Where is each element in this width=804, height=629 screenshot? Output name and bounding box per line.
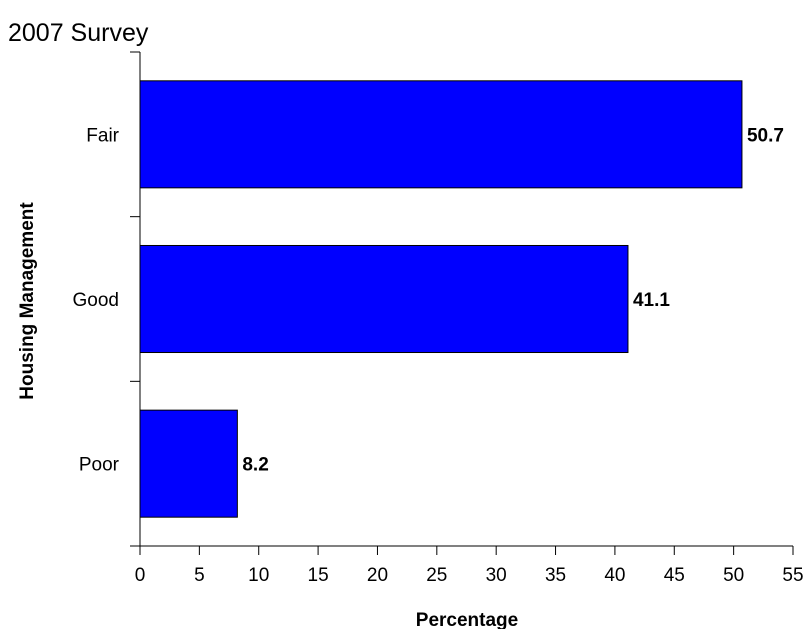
bar-poor (139, 409, 238, 518)
x-tick-label: 50 (723, 565, 744, 586)
y-axis-title: Housing Management (17, 202, 38, 400)
x-axis-title: Percentage (416, 610, 518, 629)
labels-layer: Fair 50.7 Good 41.1 Poor 8.2 0 5 10 15 20 25 30 35 40 4… (73, 125, 804, 586)
x-tick-label: 5 (194, 565, 205, 586)
chart-title: 2007 Survey (8, 19, 149, 47)
data-label-fair: 50.7 (747, 125, 784, 146)
y-tick-label-fair: Fair (86, 125, 119, 146)
bar-good (139, 244, 629, 354)
x-tick-label: 15 (308, 565, 329, 586)
x-tick-label: 40 (604, 565, 625, 586)
y-tick-label-good: Good (73, 290, 119, 311)
x-tick-label: 45 (664, 565, 685, 586)
x-tick-label: 30 (486, 565, 507, 586)
x-tick-label: 25 (426, 565, 447, 586)
y-tick-label-poor: Poor (79, 455, 120, 476)
x-tick-label: 0 (135, 565, 146, 586)
bars-layer (139, 80, 743, 518)
data-label-good: 41.1 (633, 290, 670, 311)
x-tick-label: 35 (545, 565, 566, 586)
data-label-poor: 8.2 (242, 455, 268, 476)
bar-fair (139, 80, 743, 189)
x-tick-label: 10 (248, 565, 269, 586)
x-tick-label: 20 (367, 565, 388, 586)
x-tick-label: 55 (782, 565, 803, 586)
axes-layer (130, 51, 794, 555)
